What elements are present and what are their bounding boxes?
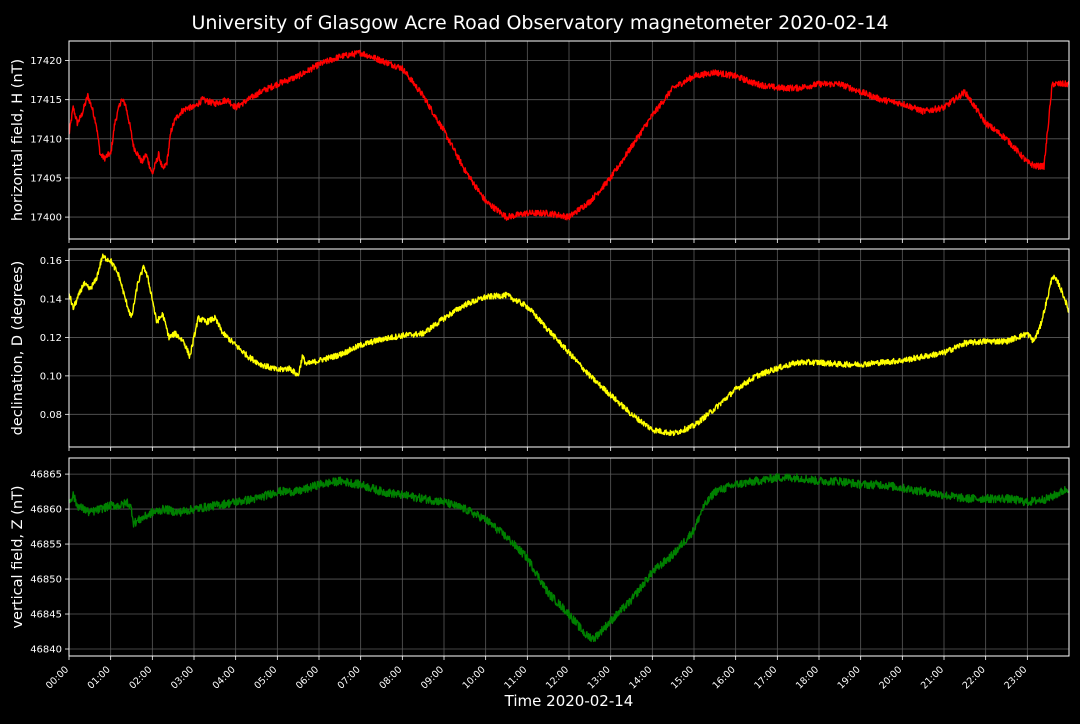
x-tick-label: 03:00 bbox=[169, 664, 196, 691]
series-line bbox=[68, 49, 1070, 221]
plot-frame bbox=[68, 457, 1070, 657]
y-tick-label: 17400 bbox=[30, 213, 62, 224]
y-tick-label: 17410 bbox=[30, 134, 62, 145]
y-tick-label: 46860 bbox=[30, 505, 62, 516]
x-tick-label: 12:00 bbox=[544, 664, 571, 691]
y-axis-label: declination, D (degrees) bbox=[10, 261, 26, 436]
x-tick-label: 20:00 bbox=[877, 664, 904, 691]
series-line bbox=[68, 253, 1070, 437]
y-tick-label: 46840 bbox=[30, 645, 62, 656]
x-tick-label: 08:00 bbox=[377, 664, 404, 691]
y-axis-label: vertical field, Z (nT) bbox=[10, 485, 26, 628]
x-tick-label: 10:00 bbox=[461, 664, 488, 691]
y-tick-label: 0.10 bbox=[40, 371, 62, 382]
y-tick-label: 0.14 bbox=[40, 294, 62, 305]
x-tick-label: 14:00 bbox=[627, 664, 654, 691]
plot-frame bbox=[68, 40, 1070, 240]
panel-2: 0.08 0.10 0.12 0.14 0.16 declination, D (degr… bbox=[10, 248, 1070, 451]
y-tick-label: 17420 bbox=[30, 56, 62, 67]
x-tick-label: 04:00 bbox=[211, 664, 238, 691]
x-tick-label: 06:00 bbox=[294, 664, 321, 691]
panel-1: 17400 17405 17410 17415 17420 horizontal fiel… bbox=[10, 40, 1070, 243]
x-tick-label: 15:00 bbox=[669, 664, 696, 691]
x-tick-label: 13:00 bbox=[586, 664, 613, 691]
x-tick-label: 00:00 bbox=[44, 664, 71, 691]
x-tick-label: 19:00 bbox=[836, 664, 863, 691]
y-tick-label: 0.16 bbox=[40, 256, 62, 267]
y-tick-label: 46865 bbox=[30, 470, 62, 481]
x-tick-label: 02:00 bbox=[127, 664, 154, 691]
x-tick-label: 09:00 bbox=[419, 664, 446, 691]
y-tick-label: 17405 bbox=[30, 173, 62, 184]
x-tick-label: 01:00 bbox=[86, 664, 113, 691]
y-tick-label: 0.08 bbox=[40, 410, 62, 421]
chart-title: University of Glasgow Acre Road Observat… bbox=[191, 12, 888, 34]
series-line bbox=[68, 473, 1070, 643]
x-axis-label: Time 2020-02-14 bbox=[504, 692, 634, 710]
x-tick-label: 11:00 bbox=[502, 664, 529, 691]
x-tick-label: 05:00 bbox=[252, 664, 279, 691]
y-tick-label: 0.12 bbox=[40, 333, 62, 344]
y-axis-label: horizontal field, H (nT) bbox=[10, 59, 26, 221]
y-tick-label: 46845 bbox=[30, 610, 62, 621]
x-tick-label: 16:00 bbox=[711, 664, 738, 691]
x-tick-label: 22:00 bbox=[961, 664, 988, 691]
y-tick-label: 46850 bbox=[30, 575, 62, 586]
plot-frame bbox=[68, 248, 1070, 448]
panels-layer: 17400 17405 17410 17415 17420 horizontal fiel… bbox=[10, 40, 1070, 691]
panel-3: 00:00 01:00 02:00 03:00 04:00 05:00 06:00 07:00… bbox=[10, 457, 1070, 691]
x-tick-label: 17:00 bbox=[752, 664, 779, 691]
x-tick-label: 23:00 bbox=[1002, 664, 1029, 691]
y-tick-label: 46855 bbox=[30, 540, 62, 551]
x-tick-label: 18:00 bbox=[794, 664, 821, 691]
x-tick-label: 07:00 bbox=[336, 664, 363, 691]
y-tick-label: 17415 bbox=[30, 95, 62, 106]
x-tick-label: 21:00 bbox=[919, 664, 946, 691]
